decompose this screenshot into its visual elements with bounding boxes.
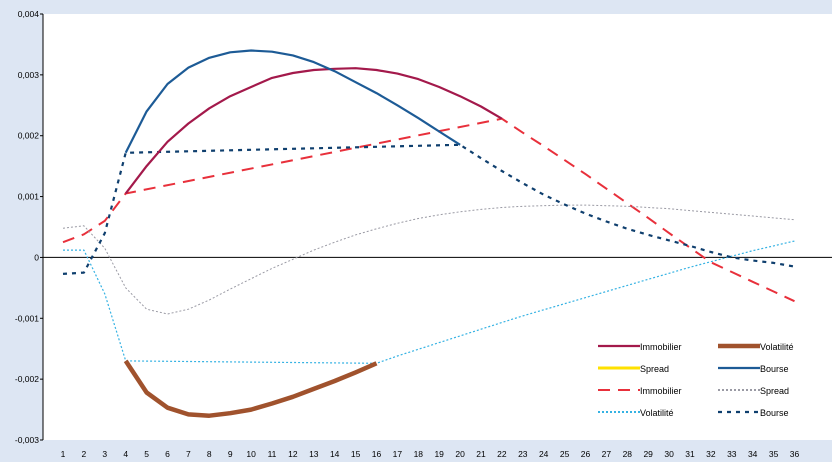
x-tick-label: 25 [560, 449, 570, 459]
x-tick-label: 4 [123, 449, 128, 459]
x-tick-label: 29 [643, 449, 653, 459]
x-tick-label: 1 [61, 449, 66, 459]
x-tick-label: 32 [706, 449, 716, 459]
legend-label: Bourse [760, 364, 789, 374]
x-tick-label: 36 [790, 449, 800, 459]
x-tick-label: 11 [268, 449, 277, 459]
x-tick-label: 10 [246, 449, 256, 459]
x-tick-label: 6 [165, 449, 170, 459]
x-tick-label: 9 [228, 449, 233, 459]
x-tick-label: 17 [393, 449, 403, 459]
x-tick-label: 7 [186, 449, 191, 459]
y-tick-label: 0,001 [18, 192, 40, 202]
y-tick-label: 0,002 [18, 131, 40, 141]
x-tick-label: 3 [102, 449, 107, 459]
y-tick-label: -0,003 [15, 435, 39, 445]
y-tick-label: 0 [34, 252, 39, 262]
legend-label: Spread [760, 386, 789, 396]
x-tick-label: 34 [748, 449, 758, 459]
y-tick-label: 0,003 [18, 70, 40, 80]
y-tick-label: 0,004 [18, 9, 40, 19]
x-tick-label: 14 [330, 449, 340, 459]
x-tick-label: 31 [685, 449, 695, 459]
x-tick-label: 8 [207, 449, 212, 459]
legend-label: Immobilier [640, 342, 682, 352]
legend-label: Immobilier [640, 386, 682, 396]
legend-label: Volatilité [760, 342, 794, 352]
y-tick-label: -0,002 [15, 374, 39, 384]
x-tick-label: 15 [351, 449, 361, 459]
x-tick-label: 21 [476, 449, 486, 459]
x-tick-label: 2 [82, 449, 87, 459]
x-axis: 1 2 3 4 5 6 7 8 9 10 11 12 13 14 15 16 17 18 19 20 21 22 23 24 2… [61, 449, 800, 459]
y-tick-label: -0,001 [15, 313, 39, 323]
x-tick-label: 19 [434, 449, 444, 459]
x-tick-label: 13 [309, 449, 319, 459]
x-tick-label: 20 [455, 449, 465, 459]
y-axis: 0,004 0,003 0,002 0,001 0 -0,001 -0,002 -0,003 [15, 9, 43, 445]
x-tick-label: 27 [602, 449, 612, 459]
x-tick-label: 23 [518, 449, 528, 459]
legend-label: Volatilité [640, 408, 674, 418]
x-tick-label: 33 [727, 449, 737, 459]
legend-label: Bourse [760, 408, 789, 418]
x-tick-label: 26 [581, 449, 591, 459]
plot-area [43, 14, 832, 440]
x-tick-label: 35 [769, 449, 779, 459]
x-tick-label: 24 [539, 449, 549, 459]
x-tick-label: 30 [664, 449, 674, 459]
x-tick-label: 22 [497, 449, 507, 459]
x-tick-label: 5 [144, 449, 149, 459]
x-tick-label: 16 [372, 449, 382, 459]
x-tick-label: 12 [288, 449, 298, 459]
x-tick-label: 28 [623, 449, 633, 459]
legend-label: Spread [640, 364, 669, 374]
x-tick-label: 18 [414, 449, 424, 459]
